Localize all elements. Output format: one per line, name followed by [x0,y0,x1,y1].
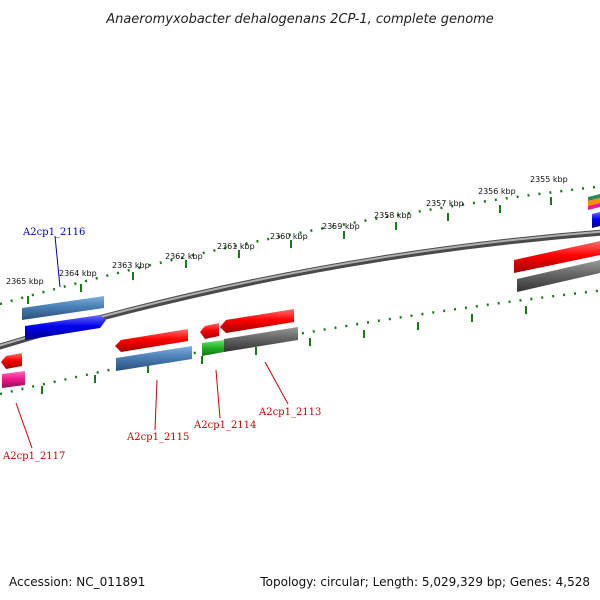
gene-feature[interactable] [588,203,600,210]
gene-label-a2cp1-2114[interactable]: A2cp1_2114 [193,420,256,431]
callout-line-a2cp1-2115 [154,379,158,431]
tick-label: 2357 kbp [426,199,464,208]
cds-feature[interactable] [514,241,600,273]
gene-feature-a2cp1-2113[interactable] [224,327,298,352]
tick-label: 2359 kbp [322,222,360,231]
reverse-features [1,309,298,388]
outer-tick-track [0,185,600,306]
map-title: Anaeromyxobacter dehalogenans 2CP-1, com… [105,12,494,27]
tick-label: 2362 kbp [165,252,203,261]
genome-backbone [0,229,600,350]
cds-feature-a2cp1-2117[interactable] [1,353,22,369]
cds-feature-a2cp1-2115[interactable] [115,329,188,352]
gene-label-a2cp1-2115[interactable]: A2cp1_2115 [126,432,189,443]
callout-line-a2cp1-2117 [15,402,33,449]
gene-label-a2cp1-2116[interactable]: A2cp1_2116 [22,227,85,238]
gene-feature[interactable] [588,198,600,206]
tick-label: 2364 kbp [59,269,97,278]
gene-feature[interactable] [517,260,600,292]
tick-label: 2356 kbp [478,187,516,196]
genome-backbone-highlight [0,230,600,347]
cds-feature-a2cp1-2113[interactable] [220,309,294,333]
forward-features [22,194,600,340]
callout-line-a2cp1-2114 [215,369,221,419]
gene-feature-a2cp1-2114[interactable] [202,340,224,356]
cds-feature-a2cp1-2116[interactable] [25,315,106,340]
callout-line-a2cp1-2116 [54,235,61,288]
tick-label: 2363 kbp [112,261,150,270]
tick-label: 2355 kbp [530,175,568,184]
gene-labels: A2cp1_2116 A2cp1_2115 A2cp1_2114 A2cp1_2… [2,227,321,462]
tick-label: 2361 kbp [217,242,255,251]
gene-label-a2cp1-2113[interactable]: A2cp1_2113 [258,407,321,418]
tick-label: 2365 kbp [6,277,44,286]
callout-lines [15,235,289,449]
inner-tick-track [0,289,600,396]
gene-feature-a2cp1-2117[interactable] [2,371,25,388]
gene-feature-a2cp1-2115[interactable] [116,346,192,371]
tick-labels: 2365 kbp 2364 kbp 2363 kbp 2362 kbp 2361… [6,175,568,286]
accession-text: Accession: NC_011891 [9,575,145,589]
callout-line-a2cp1-2113 [264,361,289,405]
major-ticks-lower [41,306,527,394]
topology-text: Topology: circular; Length: 5,029,329 bp… [259,575,590,589]
major-ticks-upper [27,197,552,304]
gene-feature[interactable] [22,296,104,320]
cds-feature-a2cp1-2114[interactable] [200,323,219,339]
gene-label-a2cp1-2117[interactable]: A2cp1_2117 [2,451,65,462]
tick-label: 2360 kbp [270,232,308,241]
gene-feature[interactable] [588,194,600,201]
cds-feature[interactable] [592,212,600,228]
tick-label: 2358 kbp [374,211,412,220]
